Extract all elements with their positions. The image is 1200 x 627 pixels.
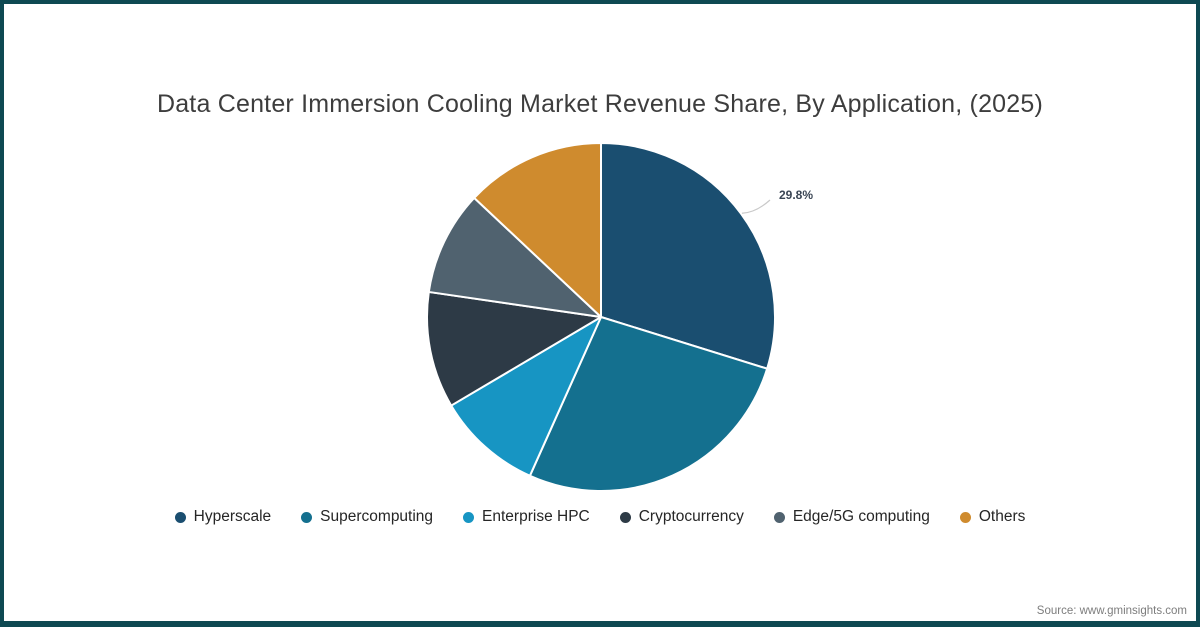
legend: Hyperscale Supercomputing Enterprise HPC Cr…	[4, 508, 1196, 526]
source-attribution: Source: www.gminsights.com	[1036, 605, 1187, 617]
legend-dot	[773, 511, 785, 523]
legend-label: Hyperscale	[193, 508, 272, 525]
pie-slice-edge-5g-computing	[427, 196, 602, 318]
legend-label: Edge/5G computing	[792, 508, 930, 525]
pie-slice-hyperscale	[600, 142, 776, 370]
annotation-leader-line	[741, 199, 771, 214]
legend-dot	[959, 511, 971, 523]
legend-dot	[174, 511, 186, 523]
legend-label: Supercomputing	[320, 508, 434, 525]
legend-label: Cryptocurrency	[638, 508, 744, 525]
pie-chart	[426, 142, 776, 492]
pie-slice-cryptocurrency	[426, 290, 602, 407]
legend-item-enterprise-hpc: Enterprise HPC	[463, 508, 590, 526]
legend-item-edge-5g-computing: Edge/5G computing	[773, 508, 930, 526]
legend-item-supercomputing: Supercomputing	[301, 508, 433, 526]
chart-title: Data Center Immersion Cooling Market Rev…	[156, 90, 1044, 118]
pie-slice-enterprise-hpc	[450, 316, 602, 477]
slice-data-label: 29.8%	[779, 188, 814, 202]
legend-item-hyperscale: Hyperscale	[174, 508, 272, 526]
legend-label: Others	[978, 508, 1026, 525]
pie-slice-supercomputing	[528, 316, 769, 492]
legend-label: Enterprise HPC	[482, 508, 590, 525]
pie-slice-others	[473, 142, 602, 318]
legend-item-cryptocurrency: Cryptocurrency	[619, 508, 744, 526]
legend-item-others: Others	[959, 508, 1026, 526]
legend-dot	[301, 511, 313, 523]
legend-dot	[619, 511, 631, 523]
legend-dot	[463, 511, 475, 523]
